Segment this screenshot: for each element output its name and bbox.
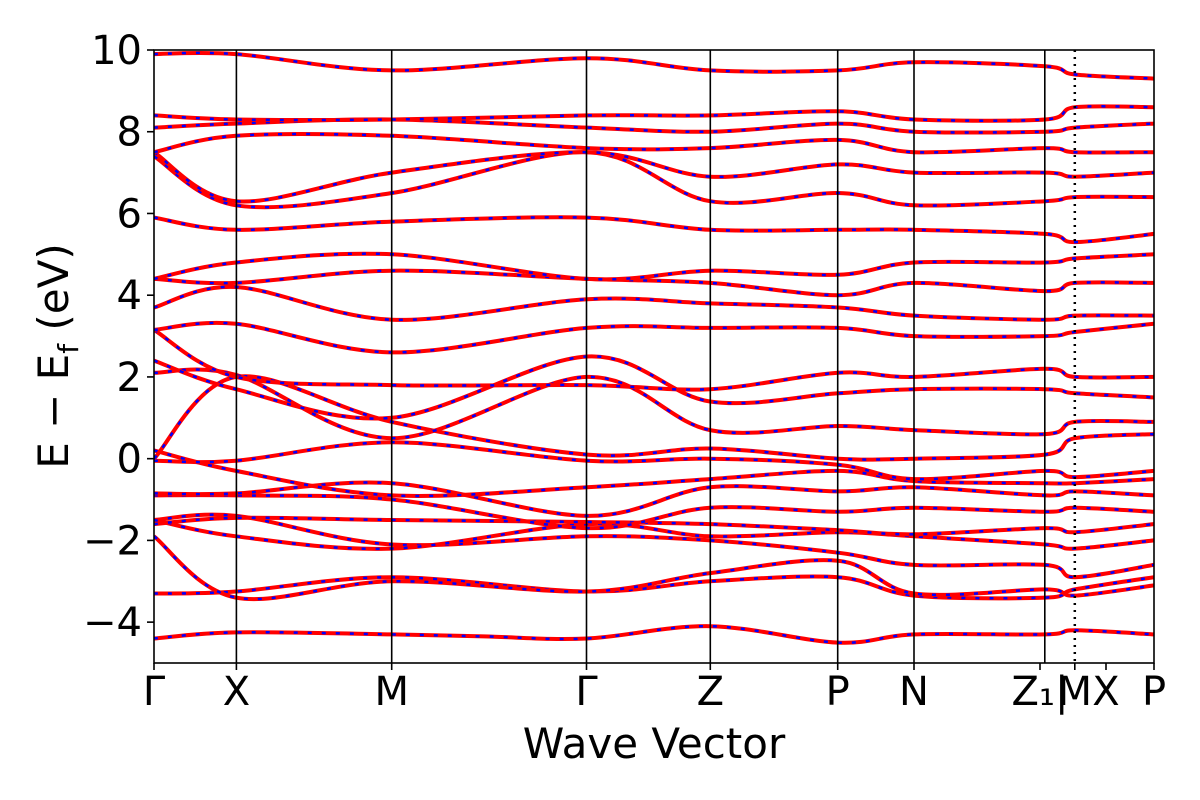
y-tick-label-3: 2: [117, 355, 142, 401]
y-tick-label-5: 6: [117, 191, 142, 237]
band-line-blue-16: [154, 269, 1154, 297]
band-line-blue-15: [154, 285, 1154, 322]
x-tick-label-5: P: [826, 669, 850, 715]
x-tick-label-10: P: [1142, 669, 1166, 715]
x-tick-label-8: M: [1058, 669, 1093, 715]
band-line-blue-21: [154, 132, 1154, 154]
y-tick-label-2: 0: [117, 437, 142, 483]
band-line-red-0: [154, 624, 1154, 645]
kpoint-lines-layer: [235, 50, 1077, 663]
band-line-blue-1: [154, 575, 1154, 600]
band-line-blue-3: [154, 513, 1154, 579]
band-line-blue-2: [154, 535, 1154, 601]
y-tick-label-1: −2: [83, 518, 142, 564]
x-axis: Γ X M Γ Z P N Z₁|M X P: [143, 663, 1166, 715]
x-tick-label-1: X: [223, 669, 250, 715]
x-tick-label-4: Z: [697, 669, 724, 715]
bands-layer: [154, 50, 1154, 645]
y-axis-label-unit: (eV): [29, 243, 78, 344]
x-tick-label-9: X: [1092, 669, 1119, 715]
y-tick-label-7: 10: [91, 28, 142, 74]
x-tick-label-0: Γ: [143, 669, 166, 715]
x-axis-label: Wave Vector: [523, 719, 786, 768]
y-tick-label-0: −4: [83, 600, 142, 646]
band-line-red-19: [154, 150, 1154, 210]
band-line-red-24: [154, 50, 1154, 81]
band-line-blue-13: [154, 328, 1154, 391]
band-line-blue-18: [154, 216, 1154, 244]
band-line-blue-23: [154, 105, 1154, 122]
band-line-blue-24: [154, 51, 1154, 80]
band-line-red-23: [154, 104, 1154, 123]
y-tick-label-4: 4: [117, 273, 142, 319]
band-line-red-18: [154, 215, 1154, 245]
band-line-blue-9: [154, 441, 1154, 481]
x-tick-label-6: N: [899, 669, 929, 715]
band-line-red-11: [154, 367, 1154, 441]
x-tick-label-2: M: [374, 669, 409, 715]
x-tick-label-7: Z₁|: [1012, 669, 1069, 715]
y-axis-label-main: E − E: [29, 354, 78, 469]
band-line-blue-11: [154, 368, 1154, 440]
y-axis-label-subscript: f: [52, 343, 85, 354]
band-line-blue-8: [154, 449, 1154, 498]
x-tick-label-3: Γ: [575, 669, 598, 715]
band-line-blue-5: [154, 516, 1154, 536]
plot-frame: [153, 49, 1155, 664]
y-axis-label: E − Ef (eV): [29, 243, 85, 469]
y-axis: −4 −2 0 2 4 6 8 10: [83, 28, 154, 646]
y-tick-label-6: 8: [117, 110, 142, 156]
band-line-red-21: [154, 132, 1154, 155]
band-line-blue-19: [154, 150, 1154, 209]
band-line-blue-22: [154, 118, 1154, 134]
